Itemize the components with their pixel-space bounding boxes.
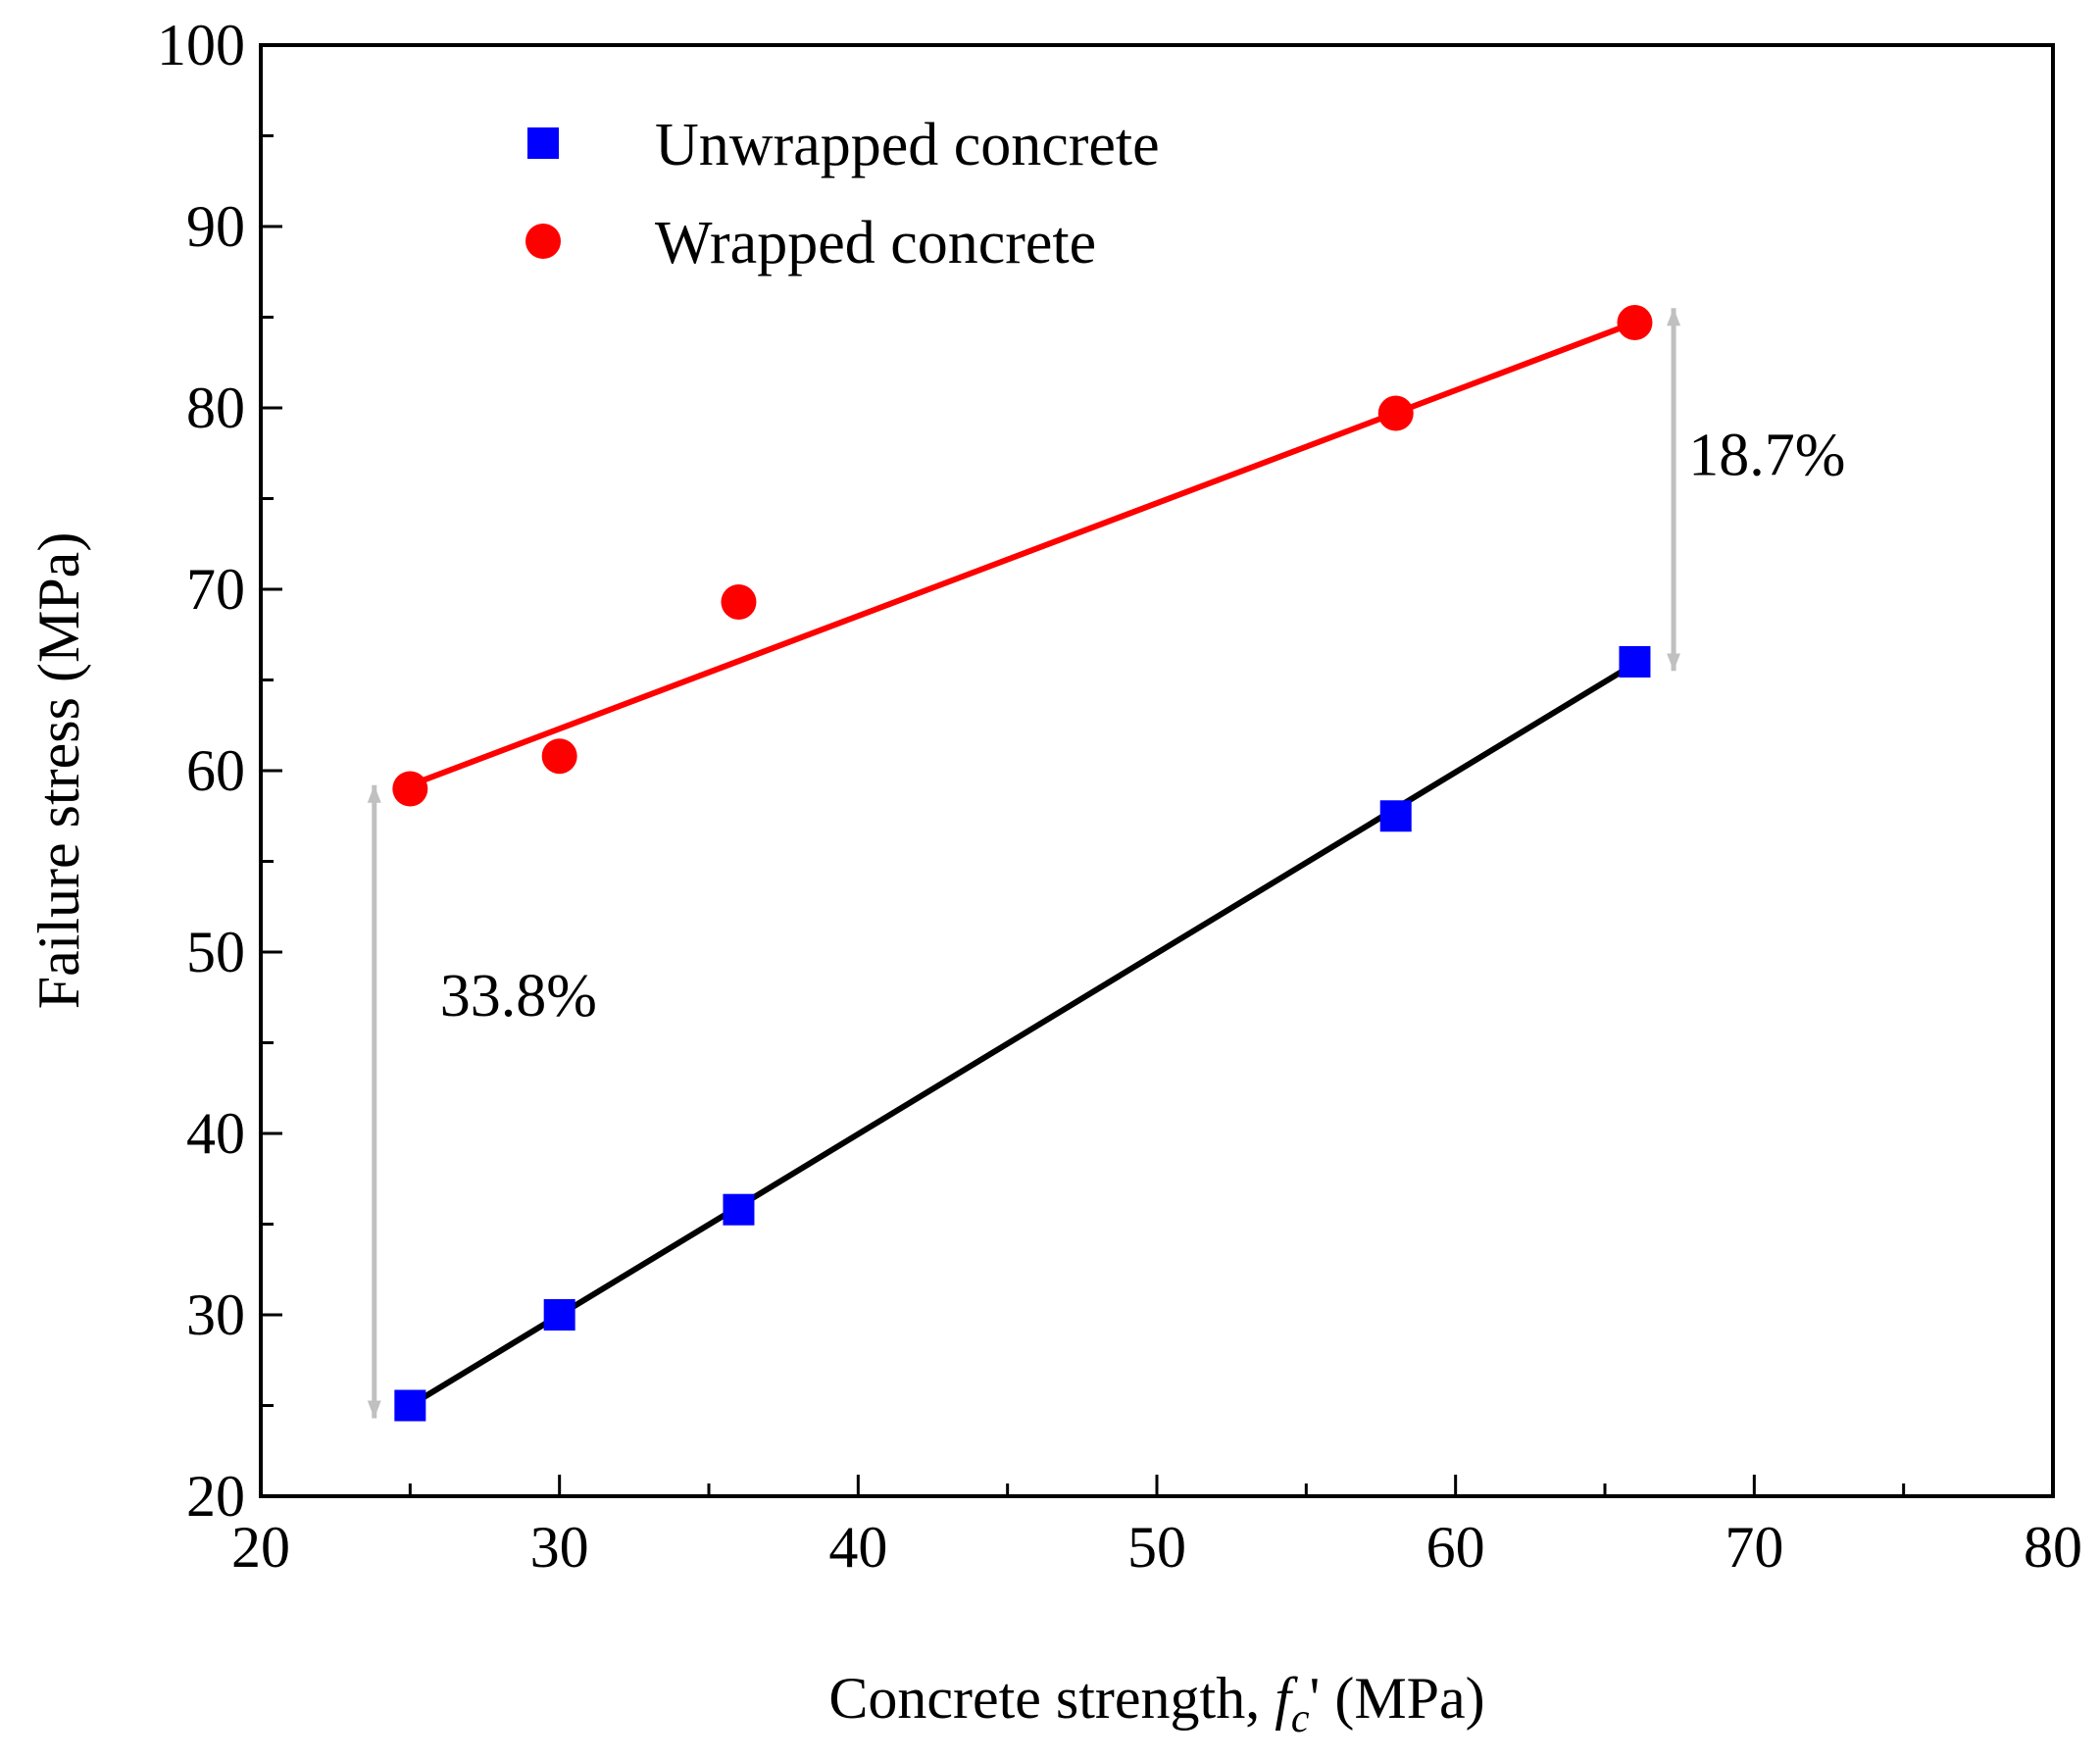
- fit-line-series-1: [409, 320, 1636, 788]
- data-point-unwrapped: [1379, 800, 1412, 832]
- data-point-wrapped: [1377, 395, 1414, 431]
- fit-lines: [408, 320, 1637, 1409]
- x-axis-title-unit: (MPa): [1320, 1666, 1484, 1731]
- y-tick-label: 70: [186, 557, 245, 622]
- data-point-unwrapped: [723, 1193, 755, 1226]
- data-point-wrapped: [1617, 305, 1653, 341]
- y-tick-label: 90: [186, 194, 245, 259]
- x-tick-label: 20: [231, 1515, 290, 1580]
- x-tick-label: 50: [1127, 1515, 1186, 1580]
- x-tick-label: 60: [1426, 1515, 1485, 1580]
- legend-marker-wrapped: [525, 224, 561, 259]
- x-axis-title-prefix: Concrete strength,: [828, 1666, 1275, 1731]
- data-point-wrapped: [392, 771, 428, 807]
- plot-frame: [259, 43, 2055, 1498]
- fit-line-series-0: [408, 661, 1637, 1409]
- data-point-unwrapped: [394, 1389, 426, 1422]
- y-tick-label: 40: [186, 1101, 245, 1166]
- x-axis-title: Concrete strength, fc' (MPa): [828, 1666, 1484, 1741]
- legend-label: Wrapped concrete: [655, 210, 1096, 276]
- x-axis-title-subscript: c: [1291, 1696, 1310, 1741]
- x-axis-title-prime: ': [1310, 1666, 1321, 1731]
- difference-label: 33.8%: [440, 963, 597, 1030]
- x-tick-label: 70: [1725, 1515, 1783, 1580]
- data-point-wrapped: [721, 583, 757, 620]
- legend: Unwrapped concrete Wrapped concrete: [525, 112, 1160, 276]
- data-point-unwrapped: [543, 1299, 575, 1331]
- y-tick-label: 20: [186, 1464, 245, 1529]
- axis-ticks: 20 30 40 50 60 70 80 20 30 40 50 60 70 80 90 100: [157, 13, 2082, 1580]
- y-tick-label: 60: [186, 738, 245, 803]
- annotations: 33.8% 18.7%: [367, 308, 1845, 1419]
- data-points: [392, 305, 1653, 1422]
- data-point-wrapped: [541, 738, 577, 775]
- legend-label: Unwrapped concrete: [655, 112, 1160, 178]
- data-point-unwrapped: [1619, 646, 1651, 678]
- legend-marker-unwrapped: [527, 127, 559, 159]
- y-axis-title: Failure stress (MPa): [26, 532, 91, 1010]
- x-tick-label: 30: [530, 1515, 589, 1580]
- y-tick-label: 30: [186, 1282, 245, 1347]
- difference-label: 18.7%: [1688, 422, 1845, 488]
- x-tick-label: 80: [2024, 1515, 2082, 1580]
- x-tick-label: 40: [828, 1515, 887, 1580]
- y-tick-label: 100: [157, 13, 245, 77]
- y-tick-label: 80: [186, 376, 245, 440]
- y-tick-label: 50: [186, 920, 245, 984]
